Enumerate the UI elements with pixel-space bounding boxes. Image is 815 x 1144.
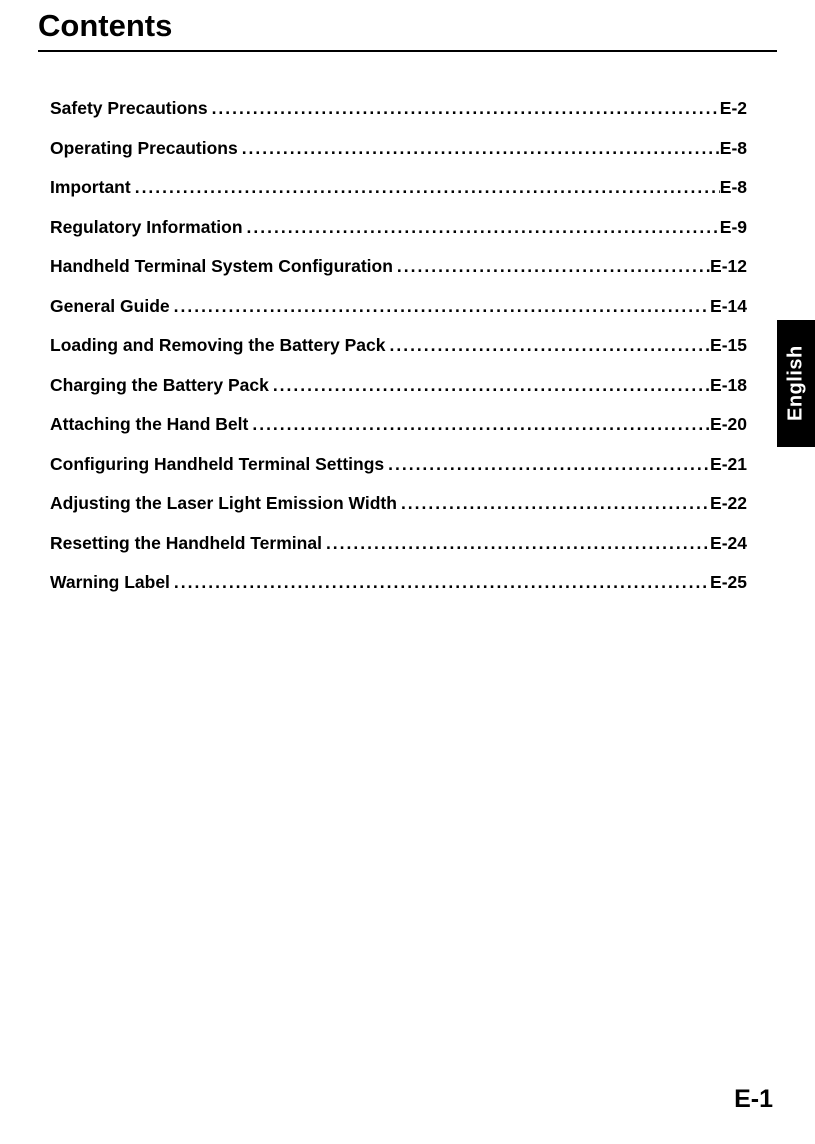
toc-page-ref: E-20	[710, 414, 747, 435]
toc-title: Resetting the Handheld Terminal	[50, 533, 322, 554]
toc-leader-dots: ........................................…	[397, 256, 710, 277]
toc-page-ref: E-8	[720, 177, 747, 198]
toc-leader-dots: ........................................…	[273, 375, 710, 396]
toc-title: Safety Precautions	[50, 98, 208, 119]
toc-title: Configuring Handheld Terminal Settings	[50, 454, 384, 475]
toc-leader-dots: ........................................…	[174, 296, 710, 317]
toc-leader-dots: ........................................…	[135, 177, 720, 198]
toc-leader-dots: ........................................…	[242, 138, 720, 159]
toc-leader-dots: ........................................…	[326, 533, 710, 554]
toc-row: Regulatory Information..................…	[50, 217, 747, 238]
toc-page-ref: E-21	[710, 454, 747, 475]
toc-leader-dots: ........................................…	[388, 454, 710, 475]
toc-row: Handheld Terminal System Configuration..…	[50, 256, 747, 277]
toc-row: Adjusting the Laser Light Emission Width…	[50, 493, 747, 514]
toc-page-ref: E-22	[710, 493, 747, 514]
toc-leader-dots: ........................................…	[389, 335, 710, 356]
toc-leader-dots: ........................................…	[247, 217, 720, 238]
toc-title: Attaching the Hand Belt	[50, 414, 248, 435]
toc-row: General Guide...........................…	[50, 296, 747, 317]
page-title: Contents	[38, 0, 777, 52]
toc-page-ref: E-25	[710, 572, 747, 593]
toc-page-ref: E-24	[710, 533, 747, 554]
toc-leader-dots: ........................................…	[174, 572, 710, 593]
toc-page-ref: E-14	[710, 296, 747, 317]
toc-row: Safety Precautions......................…	[50, 98, 747, 119]
toc-title: Regulatory Information	[50, 217, 243, 238]
toc-title: Adjusting the Laser Light Emission Width	[50, 493, 397, 514]
toc-row: Charging the Battery Pack...............…	[50, 375, 747, 396]
toc-title: Charging the Battery Pack	[50, 375, 269, 396]
toc-row: Operating Precautions...................…	[50, 138, 747, 159]
language-tab: English	[777, 320, 815, 447]
toc-row: Attaching the Hand Belt.................…	[50, 414, 747, 435]
toc-row: Warning Label...........................…	[50, 572, 747, 593]
toc-title: Loading and Removing the Battery Pack	[50, 335, 385, 356]
toc-page-ref: E-2	[720, 98, 747, 119]
toc-title: General Guide	[50, 296, 170, 317]
toc-leader-dots: ........................................…	[252, 414, 710, 435]
toc-page-ref: E-12	[710, 256, 747, 277]
toc-title: Operating Precautions	[50, 138, 238, 159]
page-number: E-1	[734, 1085, 773, 1114]
toc-row: Loading and Removing the Battery Pack...…	[50, 335, 747, 356]
toc-row: Configuring Handheld Terminal Settings..…	[50, 454, 747, 475]
toc-leader-dots: ........................................…	[212, 98, 720, 119]
toc-title: Important	[50, 177, 131, 198]
toc-leader-dots: ........................................…	[401, 493, 710, 514]
toc-page-ref: E-9	[720, 217, 747, 238]
toc-title: Handheld Terminal System Configuration	[50, 256, 393, 277]
toc-title: Warning Label	[50, 572, 170, 593]
toc-page-ref: E-8	[720, 138, 747, 159]
toc-page-ref: E-15	[710, 335, 747, 356]
toc-page-ref: E-18	[710, 375, 747, 396]
toc-row: Resetting the Handheld Terminal.........…	[50, 533, 747, 554]
toc-row: Important...............................…	[50, 177, 747, 198]
table-of-contents: Safety Precautions......................…	[38, 98, 777, 593]
